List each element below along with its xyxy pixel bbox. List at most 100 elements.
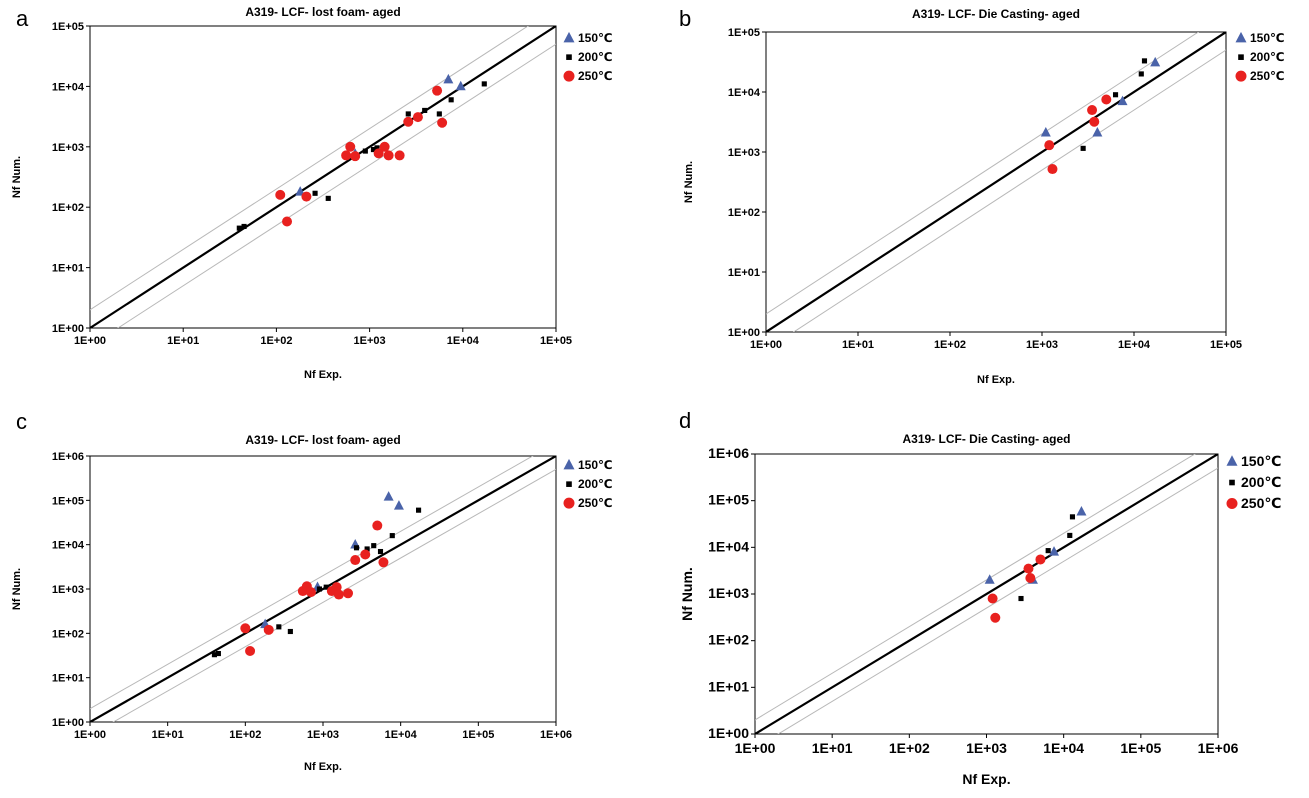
y-tick-label: 1E+03 <box>708 585 749 601</box>
legend: 150℃ 200℃ 250℃ <box>563 31 613 83</box>
legend-marker-circle <box>563 497 575 509</box>
chart-title: A319- LCF- lost foam- aged <box>245 5 400 19</box>
legend-marker-triangle <box>1235 31 1247 43</box>
x-tick-label: 1E+04 <box>385 729 418 741</box>
data-point-circle <box>275 189 286 200</box>
data-point-circle <box>379 141 390 152</box>
data-point-circle <box>373 148 384 159</box>
data-point-square <box>481 81 487 87</box>
legend-label: 250℃ <box>1241 495 1281 511</box>
panel-a: 1E+00 1E+01 1E+02 1E+03 1E+04 1E+05 1E+00 1E+01… <box>11 5 613 381</box>
y-tick-label: 1E+06 <box>52 451 84 463</box>
x-tick-label: 1E+02 <box>260 335 292 347</box>
lower-bound-line <box>112 468 556 722</box>
legend-marker-circle <box>1226 498 1238 510</box>
data-point-triangle <box>295 186 306 196</box>
data-point-square <box>325 195 331 201</box>
data-point-square <box>312 190 318 196</box>
series-3 <box>275 85 448 227</box>
upper-bound-line <box>90 456 534 710</box>
reference-lines <box>90 26 556 328</box>
y-tick-label: 1E+01 <box>708 678 749 694</box>
y-tick-label: 1E+05 <box>728 27 760 39</box>
reference-lines <box>766 32 1226 332</box>
legend-marker-triangle <box>563 31 575 43</box>
data-point-square <box>236 225 242 231</box>
x-tick-label: 1E+05 <box>1120 740 1161 756</box>
data-point-circle <box>1044 140 1055 151</box>
legend-marker-circle <box>563 70 575 82</box>
data-points <box>236 73 487 231</box>
x-tick-label: 1E+03 <box>966 740 1007 756</box>
data-point-square <box>1018 595 1024 602</box>
data-point-square <box>211 652 217 658</box>
identity-line <box>755 454 1218 734</box>
data-point-square <box>215 650 221 657</box>
x-tick-label: 1E+01 <box>152 729 184 741</box>
y-tick-label: 1E+01 <box>52 263 84 275</box>
series-3 <box>240 520 389 656</box>
data-point-circle <box>990 612 1001 623</box>
data-point-circle <box>341 150 352 161</box>
data-point-triangle <box>1150 56 1161 67</box>
data-point-circle <box>403 116 414 127</box>
y-tick-label: 1E+02 <box>728 207 760 219</box>
data-point-square <box>371 543 377 549</box>
data-point-circle <box>432 85 443 96</box>
legend-label: 200℃ <box>1241 474 1281 490</box>
data-point-square <box>405 111 411 117</box>
x-tick-label: 1E+06 <box>1198 740 1239 756</box>
y-tick-label: 1E+05 <box>52 21 84 33</box>
panel-letter: a <box>16 6 29 31</box>
data-point-square <box>416 507 422 513</box>
legend-marker-square <box>566 481 572 487</box>
x-tick-label: 1E+01 <box>167 335 199 347</box>
y-tick-label: 1E+01 <box>728 267 760 279</box>
data-point-square <box>316 586 323 592</box>
legend-label: 200℃ <box>578 477 613 491</box>
x-axis-label: Nf Exp. <box>977 374 1015 386</box>
upper-bound-line <box>90 26 529 311</box>
data-point-square <box>1045 548 1051 554</box>
legend-label: 150℃ <box>578 458 613 472</box>
data-points <box>1040 56 1161 175</box>
data-point-circle <box>245 645 256 656</box>
y-tick-label: 1E+03 <box>52 584 84 596</box>
upper-bound-line <box>766 32 1200 315</box>
legend-label: 150℃ <box>578 31 613 45</box>
panel-letter: d <box>679 408 691 433</box>
series-3 <box>1044 94 1112 175</box>
series-2 <box>236 81 487 231</box>
data-point-square <box>323 584 329 590</box>
legend-marker-square <box>566 54 572 60</box>
legend-label: 250℃ <box>1250 69 1285 83</box>
x-tick-label: 1E+00 <box>735 740 776 756</box>
y-tick-label: 1E+04 <box>708 538 749 554</box>
x-tick-label: 1E+00 <box>750 339 782 351</box>
panel-b: 1E+00 1E+01 1E+02 1E+03 1E+04 1E+05 1E+00 1E+01… <box>679 6 1285 386</box>
legend-label: 250℃ <box>578 496 613 510</box>
x-tick-label: 1E+00 <box>74 729 106 741</box>
data-point-square <box>1067 532 1073 538</box>
data-point-circle <box>1101 94 1112 105</box>
data-point-square <box>448 97 454 103</box>
x-tick-label: 1E+05 <box>540 335 572 347</box>
data-point-square <box>1112 92 1119 98</box>
series-2 <box>211 507 422 658</box>
data-point-square <box>1141 58 1148 64</box>
data-point-circle <box>987 593 998 604</box>
x-tick-label: 1E+02 <box>934 339 966 351</box>
data-point-circle <box>412 112 423 123</box>
data-point-circle <box>333 589 344 600</box>
y-tick-label: 1E+02 <box>708 632 749 648</box>
data-point-circle <box>1089 116 1100 127</box>
legend: 150℃ 200℃ 250℃ <box>563 458 613 510</box>
y-tick-label: 1E+04 <box>52 81 85 93</box>
data-point-triangle <box>1092 126 1103 137</box>
panel-letter: c <box>16 409 27 434</box>
y-tick-label: 1E+02 <box>52 202 84 214</box>
x-tick-label: 1E+04 <box>1043 740 1084 756</box>
y-axis-label: Nf Num. <box>11 568 23 610</box>
data-point-square <box>389 533 395 539</box>
y-tick-label: 1E+06 <box>708 445 749 461</box>
